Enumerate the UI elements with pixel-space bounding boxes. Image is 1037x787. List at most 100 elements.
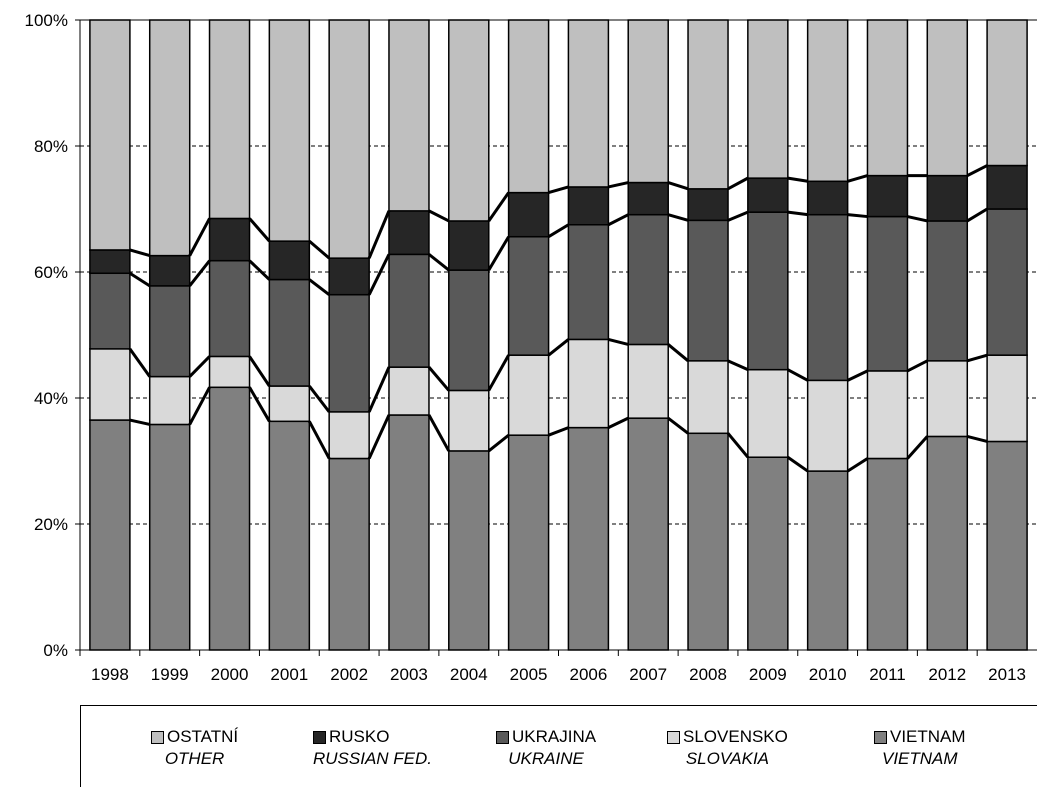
legend-label-vietnam: VIETNAM	[890, 727, 966, 746]
bar-2007-russian-fed-	[627, 181, 669, 216]
connector-0-11	[786, 455, 809, 473]
connector-3-8	[608, 181, 629, 189]
bar-2006-ukraine	[567, 224, 610, 341]
bar-2012-slovakia	[926, 360, 969, 438]
bar-2013-russian-fed-	[986, 164, 1028, 210]
bar-2001-other	[268, 19, 311, 242]
bar-2003-ukraine	[388, 253, 430, 368]
y-tick-label-2: 40%	[34, 389, 68, 408]
connector-1-4	[367, 366, 391, 413]
connector-1-1	[188, 355, 211, 378]
bar-1999-russian-fed-	[148, 254, 191, 287]
bar-2005-vietnam	[507, 434, 550, 651]
connector-1-14	[966, 353, 988, 363]
connector-0-3	[308, 420, 331, 460]
legend-item-vietnam: VIETNAM VIETNAM	[874, 726, 966, 770]
connector-2-14	[966, 207, 988, 223]
legend-label-slovakia: SLOVENSKO	[683, 727, 788, 746]
bar-2009-slovakia	[747, 368, 789, 458]
legend-swatch-russia	[313, 730, 326, 744]
connector-3-6	[487, 191, 510, 222]
connector-1-5	[427, 366, 450, 392]
connector-3-7	[548, 185, 569, 195]
legend-label-ukraine: UKRAJINA	[512, 727, 597, 746]
y-tick-label-1: 20%	[34, 515, 68, 534]
connector-2-3	[308, 278, 331, 296]
connector-1-13	[906, 359, 928, 373]
connector-1-3	[308, 385, 331, 413]
bar-2011-vietnam	[866, 457, 909, 651]
bar-2013-ukraine	[986, 208, 1028, 356]
chart-canvas: 0% 20% 40% 60% 80% 100% 1998 1999 2000 2001 2002 20…	[25, 11, 1037, 684]
bar-2003-slovakia	[388, 366, 430, 416]
bar-2009-ukraine	[747, 211, 789, 371]
x-tick-label-2006: 2006	[569, 665, 607, 684]
bar-1998-russian-fed-	[89, 249, 131, 275]
bar-2008-vietnam	[687, 432, 729, 651]
connector-0-6	[487, 433, 510, 453]
connector-1-9	[667, 343, 689, 362]
bar-2006-vietnam	[567, 426, 610, 651]
bar-2002-vietnam	[328, 457, 370, 651]
bar-2002-slovakia	[328, 411, 370, 460]
connector-2-5	[428, 253, 450, 272]
bar-2002-ukraine	[328, 293, 370, 413]
bar-2004-russian-fed-	[448, 220, 490, 271]
bar-2013-other	[986, 19, 1028, 167]
bar-2011-ukraine	[866, 215, 909, 372]
connector-2-10	[727, 210, 749, 222]
connector-0-8	[607, 416, 629, 429]
bar-2010-vietnam	[806, 470, 849, 651]
bar-2004-ukraine	[448, 269, 490, 392]
bar-2001-slovakia	[268, 385, 311, 423]
x-tick-label-2011: 2011	[869, 665, 906, 684]
connector-0-2	[248, 386, 271, 423]
bar-2011-russian-fed-	[866, 174, 909, 218]
bar-2008-other	[687, 19, 729, 190]
connector-2-8	[607, 213, 629, 227]
x-tick-label-2009: 2009	[749, 665, 787, 684]
x-tick-label-2003: 2003	[390, 665, 428, 684]
connector-3-0	[129, 248, 151, 258]
y-tick-label-0: 0%	[43, 641, 68, 660]
connector-2-9	[667, 213, 689, 222]
bar-2011-slovakia	[866, 370, 909, 460]
bar-2004-slovakia	[448, 389, 490, 452]
bar-2003-russian-fed-	[388, 210, 430, 256]
bar-2013-slovakia	[986, 354, 1028, 443]
bar-2012-russian-fed-	[926, 174, 969, 222]
connector-2-2	[248, 259, 271, 281]
connector-1-7	[547, 338, 570, 357]
bar-2000-ukraine	[208, 259, 251, 358]
connector-0-1	[188, 386, 211, 426]
legend-sublabel-russia: RUSSIAN FED.	[313, 749, 433, 768]
bar-2013-vietnam	[986, 440, 1028, 651]
bar-2012-other	[926, 19, 969, 177]
connector-1-8	[608, 337, 629, 346]
connector-1-10	[727, 359, 749, 372]
bar-2007-ukraine	[627, 213, 669, 346]
bar-2005-ukraine	[507, 235, 550, 356]
bar-2005-other	[507, 19, 550, 194]
bar-2001-ukraine	[268, 278, 311, 387]
legend-item-other: OSTATNÍ OTHER	[151, 726, 238, 770]
bar-2000-slovakia	[208, 355, 251, 389]
connector-3-10	[727, 176, 749, 191]
bar-2005-russian-fed-	[507, 191, 550, 238]
bar-1999-ukraine	[148, 285, 191, 378]
bar-2006-other	[567, 19, 610, 188]
bar-2009-russian-fed-	[747, 177, 789, 213]
bar-2002-other	[328, 19, 370, 259]
bar-1998-ukraine	[89, 272, 131, 350]
connector-3-1	[188, 217, 211, 257]
y-tick-label-5: 100%	[25, 11, 68, 30]
connector-2-12	[847, 213, 868, 219]
bar-2000-vietnam	[208, 386, 251, 651]
bar-2012-ukraine	[926, 220, 969, 362]
connector-2-7	[547, 223, 570, 239]
bar-2012-vietnam	[926, 435, 969, 651]
legend-item-ukraine: UKRAJINA UKRAINE	[496, 726, 596, 770]
connector-3-3	[308, 239, 331, 260]
connector-1-12	[847, 369, 869, 382]
bar-2006-russian-fed-	[567, 186, 610, 226]
